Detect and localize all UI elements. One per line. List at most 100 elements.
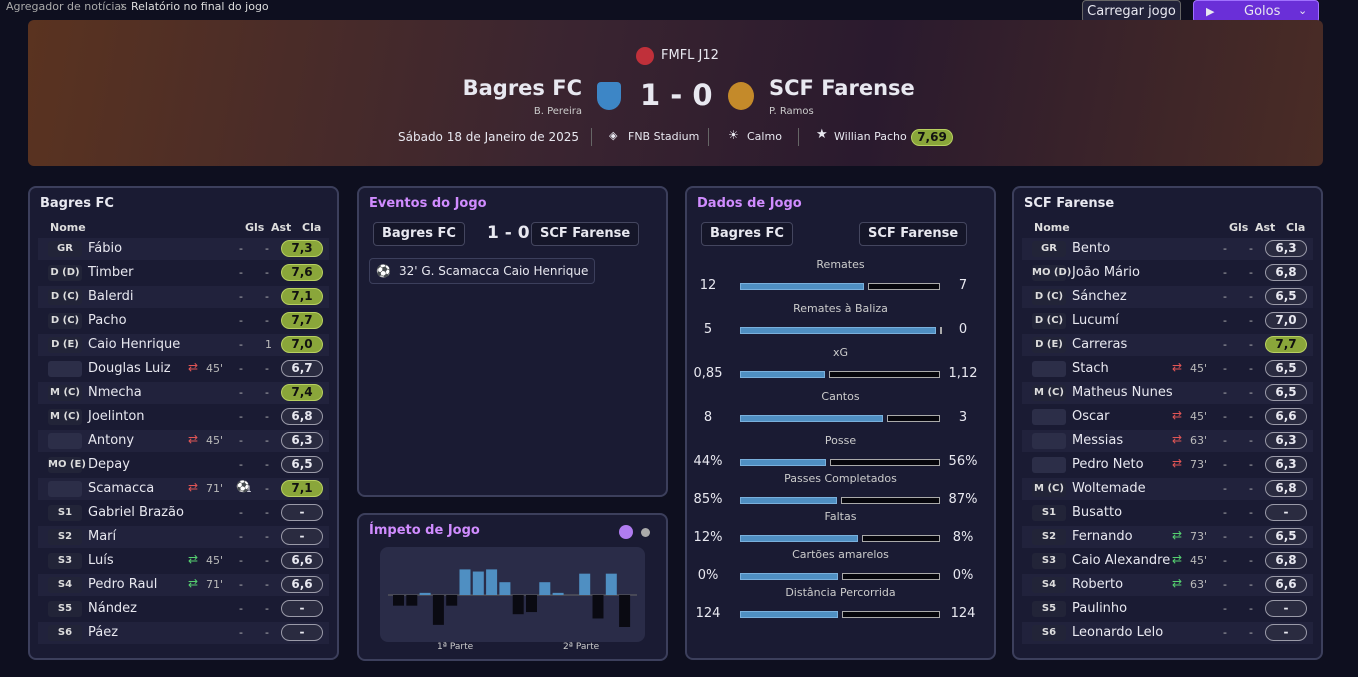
rating: 7,7 — [281, 312, 323, 329]
assists: - — [265, 242, 269, 255]
position: D (D) — [48, 265, 82, 281]
rating: 6,8 — [1265, 264, 1307, 281]
rating: 6,3 — [281, 432, 323, 449]
player-name: Marí — [88, 529, 117, 544]
team-name: SCF Farense — [540, 226, 631, 241]
position: MO (D) — [1032, 265, 1071, 281]
stat-away: 7 — [958, 278, 968, 293]
position: D (C) — [1032, 313, 1066, 329]
assists: - — [265, 602, 269, 615]
player-row: M (C) Matheus Nunes - -6,5 — [1022, 382, 1313, 404]
rating: 7,3 — [281, 240, 323, 257]
player-name: Busatto — [1072, 505, 1123, 520]
player-name: Matheus Nunes — [1072, 385, 1173, 400]
stat-home: 124 — [695, 606, 721, 621]
goals: - — [239, 626, 243, 639]
event: ⚽ 32' G. Scamacca Caio Henrique — [369, 258, 596, 284]
player-row: S6 Páez - - - — [38, 622, 329, 644]
position: GR — [48, 241, 82, 257]
assists: - — [265, 482, 269, 495]
divider — [591, 128, 592, 146]
stat-bar-home — [740, 371, 825, 378]
player-row: D (E) Caio Henrique - 1 7,0 — [38, 334, 329, 356]
stadium: FNB Stadium — [628, 130, 700, 143]
player-row: Oscar ⇄ 45' - -6,6 — [1022, 406, 1313, 428]
sub-minute: 63' — [1190, 434, 1208, 447]
score: 1 - 0 — [640, 78, 713, 112]
panel-title: Ímpeto de Jogo — [369, 523, 480, 538]
sub-icon: ⇄ — [1172, 432, 1183, 446]
player-row: M (C) Joelinton - -6,8 — [38, 406, 329, 428]
momentum-bar — [472, 571, 484, 595]
sub-icon: ⇄ — [188, 360, 199, 374]
player-row: Pedro Neto ⇄ 73' - -6,3 — [1022, 454, 1313, 476]
stat-home: 0,85 — [693, 366, 723, 381]
stat-bar-away — [830, 459, 940, 466]
goals: - — [239, 290, 243, 303]
momentum-bar — [419, 592, 431, 595]
position-empty — [1032, 433, 1066, 449]
position: M (C) — [48, 385, 82, 401]
goals: - — [239, 554, 243, 567]
weather: Calmo — [747, 130, 782, 143]
rating: 6,5 — [281, 456, 323, 473]
player-row: Scamacca ⇄ 71' ⚽ 1 -7,1 — [38, 478, 329, 500]
goal-icon: ⚽ — [236, 480, 250, 493]
goals: - — [239, 338, 243, 351]
player-name: Páez — [88, 625, 119, 640]
team-chip: SCF Farense — [859, 222, 968, 246]
momentum-bar — [406, 595, 418, 606]
stat-bar-away — [840, 497, 940, 504]
player-row: S3 Caio Alexandre ⇄ 45' - -6,8 — [1022, 550, 1313, 572]
column-header: Gls — [1229, 221, 1249, 234]
assists: - — [265, 386, 269, 399]
half-label: 1ª Parte — [437, 642, 474, 652]
player-name: Carreras — [1072, 337, 1128, 352]
rating: 6,5 — [1265, 528, 1307, 545]
position: S6 — [48, 625, 82, 641]
assists: - — [265, 290, 269, 303]
sub-minute: 45' — [1190, 362, 1208, 375]
sub-icon: ⇄ — [1172, 576, 1183, 590]
momentum-panel: Ímpeto de Jogo 1ª Parte 2ª Parte — [357, 513, 668, 661]
player-name: Bento — [1072, 241, 1111, 256]
goals: - — [1223, 338, 1227, 351]
player-row: MO (E) Depay - -6,5 — [38, 454, 329, 476]
rating: 6,3 — [1265, 432, 1307, 449]
column-header: Cla — [302, 221, 322, 234]
sub-icon: ⇄ — [1172, 528, 1183, 542]
player-name: Pedro Neto — [1072, 457, 1144, 472]
rating: 6,6 — [1265, 576, 1307, 593]
assists: 1 — [265, 338, 272, 351]
stat-away: 0% — [952, 568, 974, 583]
rating: 6,3 — [1265, 240, 1307, 257]
player-name: Pedro Raul — [88, 577, 158, 592]
rating: 7,6 — [281, 264, 323, 281]
sub-icon: ⇄ — [188, 576, 199, 590]
goals: - — [1223, 506, 1227, 519]
goals-button[interactable]: ▶ Golos ⌄ — [1193, 0, 1319, 23]
assists: - — [1249, 314, 1253, 327]
assists: - — [1249, 362, 1253, 375]
goals: - — [1223, 530, 1227, 543]
rating: 7,1 — [281, 480, 323, 497]
stat-bar-away — [842, 611, 940, 618]
assists: - — [265, 362, 269, 375]
goals: - — [1223, 482, 1227, 495]
goals: - — [1223, 242, 1227, 255]
column-header: Nome — [50, 221, 86, 234]
load-button[interactable]: Carregar jogo — [1082, 0, 1181, 23]
match-header: FMFL J12 Bagres FC B. Pereira 1 - 0 SCF Fare… — [28, 20, 1323, 166]
team-panel: SCF Farense Nome Gls Ast Cla GR Bento - -6,3 MO (… — [1012, 186, 1323, 660]
assists: - — [265, 530, 269, 543]
player-name: Caio Alexandre — [1072, 553, 1171, 568]
stat-bar-home — [740, 283, 864, 290]
momentum-chart — [380, 547, 645, 642]
rating: 6,8 — [281, 408, 323, 425]
position: S6 — [1032, 625, 1066, 641]
rating: 6,5 — [1265, 384, 1307, 401]
goals: - — [239, 314, 243, 327]
player-name: Luís — [88, 553, 114, 568]
stat-home: 0% — [697, 568, 719, 583]
position: S1 — [1032, 505, 1066, 521]
